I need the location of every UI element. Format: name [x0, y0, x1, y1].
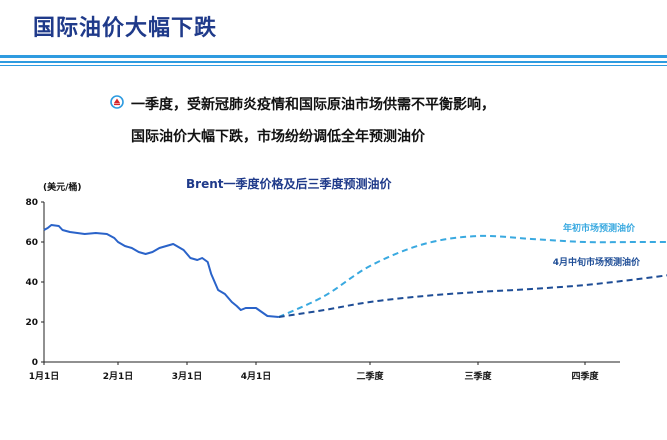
header-stripe	[0, 65, 667, 66]
april-forecast-line	[278, 274, 667, 318]
early-forecast-label: 年初市场预测油价	[563, 222, 636, 234]
y-tick-label: 40	[25, 278, 38, 288]
header-stripe	[0, 61, 667, 63]
x-tick-label: 三季度	[464, 370, 492, 382]
april-forecast-label: 4月中旬市场预测油价	[553, 256, 641, 268]
x-tick-label: 二季度	[356, 370, 384, 382]
header-stripe	[0, 55, 667, 58]
y-tick-label: 0	[32, 358, 38, 368]
y-tick-label: 60	[25, 238, 38, 248]
x-tick-label: 3月1日	[172, 371, 203, 382]
bullet-text-line-1: 一季度，受新冠肺炎疫情和国际原油市场供需不平衡影响，	[131, 97, 495, 113]
x-tick-label: 1月1日	[29, 371, 60, 382]
slide-header: 国际油价大幅下跌	[0, 0, 667, 55]
logo-icon	[110, 95, 124, 109]
y-axis-label: (美元/桶)	[43, 181, 82, 193]
actual-price-line	[43, 224, 279, 318]
brent-price-chart: Brent一季度价格及后三季度预测油价 (美元/桶) 0 20 40 60 80 1月1日…	[25, 176, 667, 382]
x-tick-label: 4月1日	[241, 371, 272, 382]
x-tick-label: 2月1日	[103, 371, 134, 382]
x-tick-label: 四季度	[571, 370, 599, 382]
bullet-text-line-2: 国际油价大幅下跌，市场纷纷调低全年预测油价	[131, 129, 425, 145]
slide-title: 国际油价大幅下跌	[33, 16, 218, 41]
y-tick-label: 80	[25, 198, 38, 208]
y-tick-label: 20	[25, 318, 38, 328]
chart-title: Brent一季度价格及后三季度预测油价	[186, 176, 392, 191]
early-forecast-line	[278, 234, 667, 318]
